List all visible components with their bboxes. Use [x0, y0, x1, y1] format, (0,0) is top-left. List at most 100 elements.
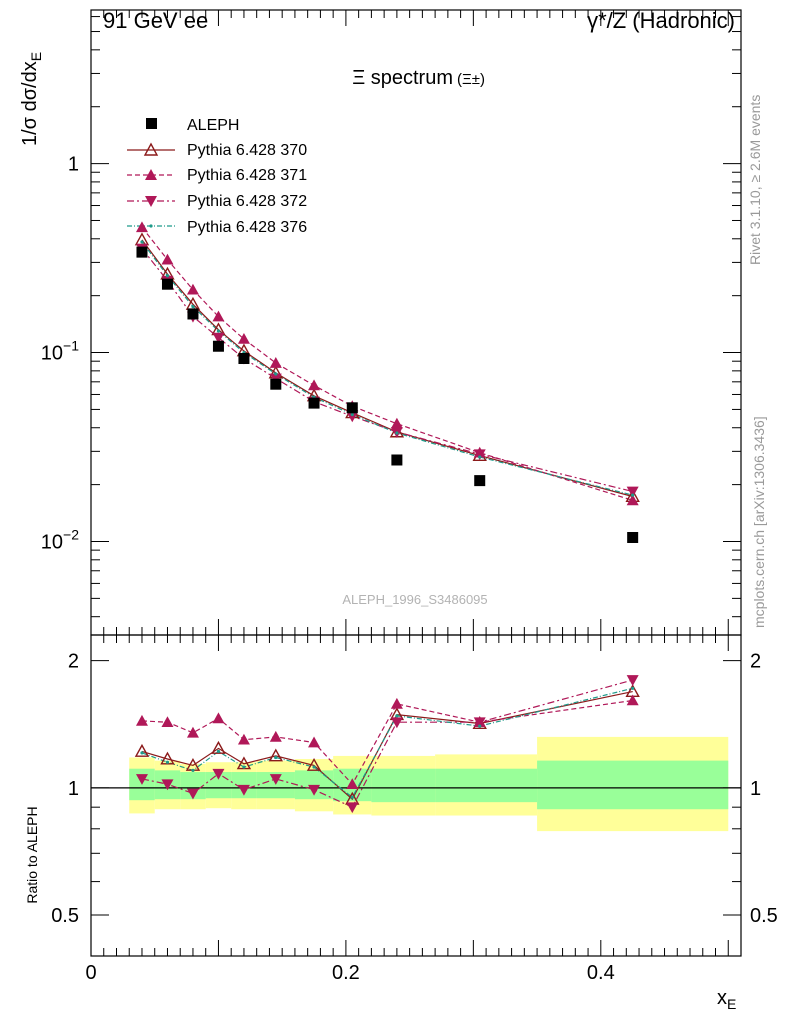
plot-title: Ξ spectrum	[352, 67, 453, 89]
aleph-data-point	[391, 454, 403, 466]
legend-372-marker	[145, 196, 157, 207]
series-3-point	[395, 431, 399, 435]
legend-370-label: Pythia 6.428 370	[187, 142, 307, 159]
y-tick-label-0: 1	[68, 154, 79, 176]
analysis-id: ALEPH_1996_S3486095	[342, 592, 487, 607]
plot-title-suffix: (Ξ±)	[457, 71, 485, 88]
series-3-point	[274, 372, 278, 376]
ratio-tick-label-right-2: 0.5	[750, 905, 778, 927]
aleph-data-point	[270, 378, 282, 390]
aleph-data-points	[136, 246, 639, 543]
x-tick-label-0: 0	[85, 962, 96, 984]
ratio-0-point	[160, 751, 175, 765]
ratio-band-1sigma-8	[371, 768, 436, 803]
legend-371-label: Pythia 6.428 371	[187, 167, 307, 184]
ratio-3-point	[165, 760, 170, 764]
ratio-2-point	[390, 717, 403, 729]
ratio-1-point	[308, 736, 321, 748]
ratio-3-point	[395, 714, 399, 718]
ratio-tick-label-2: 0.5	[51, 905, 79, 927]
ratio-2-point	[212, 768, 225, 780]
y-axis-label: 1/σ dσ/dxE	[19, 52, 44, 146]
y-tick-label-exp-2: −2	[63, 526, 79, 542]
ratio-1-point	[346, 778, 359, 790]
series-1-point	[269, 357, 282, 368]
legend-aleph-marker	[146, 118, 157, 129]
series-1-point	[135, 221, 148, 233]
ratio-3-point	[312, 765, 316, 769]
ratio-2-point	[161, 779, 174, 791]
ratio-tick-label-right-1: 1	[750, 778, 761, 800]
y-tick-label-base-0: 1	[68, 154, 79, 176]
ratio-2-point	[237, 784, 250, 796]
ratio-2-point	[346, 802, 359, 814]
legend-aleph-label: ALEPH	[187, 117, 239, 134]
legend-376-marker	[149, 224, 153, 228]
x-tick-label-2: 0.4	[587, 962, 615, 984]
aleph-data-point	[346, 402, 358, 414]
main-panel-frame	[90, 9, 742, 636]
y-tick-label-base-2: 10	[41, 531, 63, 553]
series-1-point	[212, 310, 225, 322]
series-3-point	[140, 240, 144, 244]
ratio-3-point	[350, 795, 354, 799]
y-tick-label-1: 10−1	[41, 338, 79, 365]
ratio-2-point	[135, 774, 148, 785]
ratio-1-point	[212, 712, 225, 724]
series-3-point	[216, 329, 221, 333]
ratio-1-point	[390, 697, 403, 709]
ratio-3-point	[274, 755, 278, 760]
ratio-3-point	[631, 686, 635, 690]
legend: ALEPH Pythia 6.428 370 Pythia 6.428 371 …	[127, 117, 307, 236]
series-line-0	[141, 239, 633, 498]
series-1-point	[186, 283, 199, 295]
ratio-panel-frame	[90, 634, 742, 957]
series-3-point	[478, 455, 482, 459]
x-axis-label: xE	[717, 987, 736, 1012]
series-3-point	[191, 305, 195, 309]
ratio-uncertainty-bands	[91, 736, 741, 832]
header-left: 91 GeV ee	[103, 8, 208, 33]
series-2-point	[626, 486, 639, 498]
ratio-1-point	[161, 716, 174, 728]
header-right: γ*/Z (Hadronic)	[587, 8, 735, 33]
series-2-point	[473, 449, 486, 461]
legend-371-marker	[145, 169, 157, 180]
ratio-line-3	[141, 687, 633, 799]
series-1-point	[161, 253, 174, 265]
series-3-point	[350, 412, 354, 417]
series-1-point	[308, 379, 321, 391]
ratio-2-point	[308, 784, 321, 796]
ratio-2-point	[186, 788, 199, 800]
ratio-1-point	[237, 733, 250, 745]
series-2-point	[212, 332, 225, 344]
ratio-2-point	[626, 675, 639, 686]
x-tick-label-1: 0.2	[332, 962, 360, 984]
ratio-1-point	[269, 730, 282, 742]
series-1-point	[626, 494, 639, 506]
aleph-data-point	[474, 475, 486, 487]
series-3-point	[165, 274, 170, 278]
ratio-band-1sigma-9	[435, 768, 538, 803]
ratio-1-point	[626, 694, 639, 706]
ratio-0-point	[268, 748, 283, 762]
ratio-0-point	[306, 757, 322, 771]
ratio-3-point	[216, 749, 221, 753]
legend-372-label: Pythia 6.428 372	[187, 193, 307, 210]
series-line-3	[141, 241, 633, 496]
ratio-3-point	[242, 765, 246, 769]
ratio-series	[134, 675, 640, 814]
series-line-2	[141, 248, 633, 493]
aleph-data-point	[187, 308, 199, 320]
aleph-data-point	[238, 353, 250, 365]
ratio-tick-label-0: 2	[68, 651, 79, 673]
aleph-data-point	[136, 246, 148, 258]
ratio-1-point	[186, 726, 199, 738]
series-2-point	[346, 411, 359, 423]
ratio-3-point	[191, 768, 195, 772]
aleph-data-point	[161, 278, 173, 290]
legend-376-label: Pythia 6.428 376	[187, 219, 307, 236]
